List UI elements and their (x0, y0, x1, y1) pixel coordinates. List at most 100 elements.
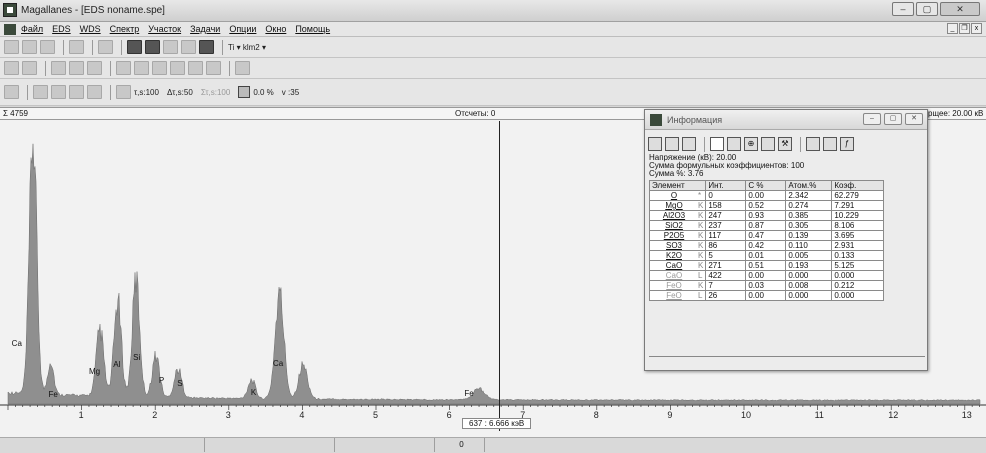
table-view-icon[interactable] (710, 137, 724, 151)
close-button[interactable]: ✕ (940, 2, 980, 16)
copy-icon[interactable] (648, 137, 662, 151)
table-cell: 2.342 (785, 190, 833, 201)
reset-icon[interactable] (69, 85, 84, 99)
x-tick-label: 6 (447, 410, 452, 420)
coef-value: 0.212 (834, 281, 855, 290)
wrench-icon[interactable]: ⚒ (778, 137, 792, 151)
table-cell: 5 (705, 250, 747, 261)
info-close-button[interactable]: ✕ (905, 113, 923, 125)
maximize-button[interactable]: ▢ (916, 2, 938, 16)
peak-label: Fe (48, 390, 58, 399)
remove-peak-icon[interactable] (188, 61, 203, 75)
peak-id-icon[interactable] (235, 61, 250, 75)
element-selector[interactable]: Ti ▾ klm2 ▾ (228, 42, 266, 52)
menu-eds[interactable]: EDS (52, 24, 71, 34)
menu-options[interactable]: Опции (229, 24, 257, 34)
table-cell: 247 (705, 210, 747, 221)
calc-icon[interactable]: ⊕ (744, 137, 758, 151)
column-header[interactable]: Атом.% (785, 180, 833, 191)
info-minimize-button[interactable]: – (863, 113, 881, 125)
overlay-icon[interactable] (22, 61, 37, 75)
toolbar-separator (92, 39, 93, 55)
cursor-energy-label: 637 : 6.666 кэВ (462, 418, 532, 429)
table-row[interactable]: MgO K 158 0.52 0.274 7.291 (648, 200, 885, 211)
table-row[interactable]: CaO L 422 0.00 0.000 0.000 (648, 270, 885, 281)
column-header[interactable]: Коэф. (831, 180, 885, 191)
save-report-icon[interactable] (682, 137, 696, 151)
spectrum-view-7-icon[interactable] (170, 61, 185, 75)
x-tick-label: 10 (741, 410, 751, 420)
book-icon[interactable] (761, 137, 775, 151)
grid-icon[interactable] (145, 40, 160, 54)
conc-value: 0.93 (748, 211, 764, 220)
table-cell: O * (648, 190, 707, 201)
table-row[interactable]: CaO K 271 0.51 0.193 5.125 (648, 260, 885, 271)
new-file-icon[interactable] (4, 40, 19, 54)
tools-icon[interactable] (181, 40, 196, 54)
normalize-icon[interactable] (823, 137, 837, 151)
spectrum-view-2-icon[interactable] (69, 61, 84, 75)
table-row[interactable]: K2O K 5 0.01 0.005 0.133 (648, 250, 885, 261)
pause-icon[interactable] (51, 85, 66, 99)
table-row[interactable]: O * 0 0.00 2.342 62.279 (648, 190, 885, 201)
spectrum-view-1-icon[interactable] (51, 61, 66, 75)
image-icon[interactable] (98, 40, 113, 54)
menu-window[interactable]: Окно (265, 24, 287, 34)
menu-wds[interactable]: WDS (79, 24, 101, 34)
conc-value: 0.03 (748, 281, 764, 290)
spectrum-icon[interactable] (4, 61, 19, 75)
table-row[interactable]: P2O5 K 117 0.47 0.139 3.695 (648, 230, 885, 241)
column-header[interactable]: Элемент (648, 180, 707, 191)
refresh-icon[interactable] (87, 85, 102, 99)
spectrum-view-5-icon[interactable] (134, 61, 149, 75)
spectrum-view-4-icon[interactable] (116, 61, 131, 75)
mdi-close-button[interactable]: x (971, 23, 982, 34)
table-cell: 0.000 (785, 270, 833, 281)
filter-icon[interactable] (806, 137, 820, 151)
edit-elements-icon[interactable] (727, 137, 741, 151)
save-icon[interactable] (22, 40, 37, 54)
spectrum-view-6-icon[interactable] (152, 61, 167, 75)
table-row[interactable]: FeO L 26 0.00 0.000 0.000 (648, 290, 885, 301)
menu-region[interactable]: Участок (148, 24, 182, 34)
menu-file[interactable]: Файл (21, 24, 44, 34)
conc-value: 0.51 (748, 261, 764, 270)
info-window[interactable]: Информация – ▢ ✕ ⊕ ⚒ ƒ Напряжение (кВ): … (644, 109, 928, 371)
conc-value: 0.52 (748, 201, 764, 210)
minimize-button[interactable]: – (892, 2, 914, 16)
menu-tasks[interactable]: Задачи (190, 24, 221, 34)
energy-cursor[interactable] (499, 121, 500, 431)
export-icon[interactable] (69, 40, 84, 54)
info-scrollbar[interactable] (649, 356, 925, 362)
mdi-minimize-button[interactable]: _ (947, 23, 958, 34)
stop-icon[interactable] (33, 85, 48, 99)
column-header[interactable]: С % (745, 180, 787, 191)
table-row[interactable]: SiO2 K 237 0.87 0.305 8.106 (648, 220, 885, 231)
info-maximize-button[interactable]: ▢ (884, 113, 902, 125)
x-tick-label: 2 (152, 410, 157, 420)
table-row[interactable]: FeO K 7 0.03 0.008 0.212 (648, 280, 885, 291)
document-icon[interactable] (4, 23, 16, 35)
menu-help[interactable]: Помощь (295, 24, 331, 34)
marker-icon[interactable] (199, 40, 214, 54)
print-preview-icon[interactable] (40, 40, 55, 54)
acquire-icon[interactable] (4, 85, 19, 99)
toolbar-separator (222, 39, 223, 55)
mdi-restore-button[interactable]: ❐ (959, 23, 970, 34)
add-peak-icon[interactable] (206, 61, 221, 75)
element-line: K (698, 211, 704, 220)
settings-icon[interactable] (116, 85, 131, 99)
conc-value: 0.42 (748, 241, 764, 250)
table-cell: 237 (705, 220, 747, 231)
report-icon[interactable] (665, 137, 679, 151)
column-header[interactable]: Инт. (705, 180, 747, 191)
periodic-table-icon[interactable] (127, 40, 142, 54)
menu-spectrum[interactable]: Спектр (109, 24, 140, 34)
binoculars-icon[interactable] (163, 40, 178, 54)
spectrum-view-3-icon[interactable] (87, 61, 102, 75)
info-titlebar[interactable]: Информация – ▢ ✕ (645, 110, 927, 130)
function-icon[interactable]: ƒ (840, 137, 854, 151)
table-row[interactable]: Al2O3 K 247 0.93 0.385 10.229 (648, 210, 885, 221)
table-row[interactable]: SO3 K 86 0.42 0.110 2.931 (648, 240, 885, 251)
